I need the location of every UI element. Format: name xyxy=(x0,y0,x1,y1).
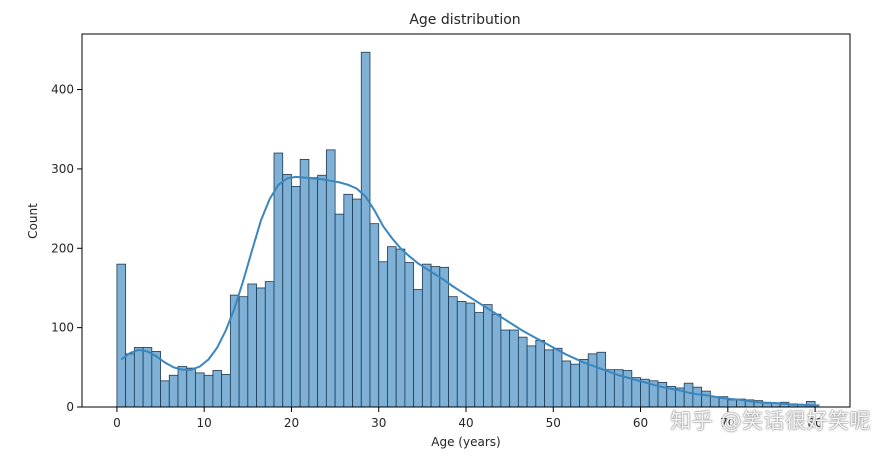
histogram-bar xyxy=(360,51,371,408)
histogram-bar xyxy=(177,366,188,408)
histogram-bar xyxy=(282,174,292,408)
histogram-bar xyxy=(421,263,432,408)
histogram-bar xyxy=(229,294,240,408)
histogram-bar xyxy=(291,185,301,408)
x-tick-label: 10 xyxy=(197,416,212,430)
y-axis-ticks: 0 100 200 300 400 xyxy=(51,83,82,414)
histogram-bar xyxy=(474,312,484,408)
histogram-bar xyxy=(596,351,607,408)
histogram-bar xyxy=(605,369,615,408)
histogram-bar xyxy=(116,263,127,408)
histogram-bar xyxy=(264,281,275,408)
histogram-bar xyxy=(526,345,537,408)
histogram-bar xyxy=(535,339,545,408)
x-axis-label: Age (years) xyxy=(431,435,500,449)
histogram-bar xyxy=(256,287,266,408)
histogram-bar xyxy=(544,349,554,408)
histogram-bar xyxy=(142,347,153,408)
histogram-bar xyxy=(631,377,641,408)
histogram-bars xyxy=(116,51,816,408)
y-tick-label: 200 xyxy=(51,241,74,255)
x-tick-label: 50 xyxy=(546,416,561,430)
histogram-bar xyxy=(334,213,345,408)
histogram-bar xyxy=(587,353,598,408)
histogram-bar xyxy=(317,174,327,408)
histogram-bar xyxy=(299,158,310,408)
histogram-bar xyxy=(430,266,441,408)
histogram-bar xyxy=(387,246,397,408)
histogram-bar xyxy=(509,329,519,408)
histogram-bar xyxy=(195,372,205,408)
histogram-bar xyxy=(448,296,458,408)
y-axis-label: Count xyxy=(26,203,40,239)
x-tick-label: 0 xyxy=(113,416,121,430)
histogram-bar xyxy=(168,374,179,408)
histogram-bar xyxy=(570,363,580,408)
histogram-bar xyxy=(203,374,214,408)
x-tick-label: 70 xyxy=(720,416,735,430)
histogram-bar xyxy=(456,301,467,408)
histogram-bar xyxy=(465,302,476,408)
x-tick-label: 40 xyxy=(458,416,473,430)
histogram-bar xyxy=(552,347,563,408)
histogram-bar xyxy=(247,283,257,408)
histogram-bar xyxy=(238,296,249,408)
x-tick-label: 20 xyxy=(284,416,299,430)
histogram-bar xyxy=(352,198,362,408)
histogram-bar xyxy=(500,329,511,408)
histogram-bar xyxy=(378,261,388,408)
y-tick-label: 300 xyxy=(51,162,74,176)
histogram-bar xyxy=(413,289,423,408)
x-tick-label: 30 xyxy=(371,416,386,430)
histogram-bar xyxy=(395,248,406,408)
histogram-bar xyxy=(404,262,415,408)
histogram-bar xyxy=(212,370,223,408)
histogram-bar xyxy=(483,304,493,408)
histogram-bar xyxy=(491,313,502,408)
histogram-bar xyxy=(579,358,589,408)
histogram-bar xyxy=(369,223,380,408)
y-tick-label: 400 xyxy=(51,83,74,97)
kde-curve xyxy=(120,175,820,407)
watermark-text: 知乎 @笑话很好笑呢 xyxy=(670,409,871,433)
histogram-bar xyxy=(221,374,231,408)
histogram-bar xyxy=(133,347,144,408)
histogram-bar xyxy=(151,351,161,408)
histogram-bar xyxy=(160,380,170,408)
x-axis-ticks: 0 10 20 30 40 50 60 70 80 xyxy=(113,407,823,430)
histogram-bar xyxy=(325,149,336,408)
histogram-bar xyxy=(683,382,694,408)
chart-title: Age distribution xyxy=(409,12,520,28)
histogram-bar xyxy=(308,177,319,408)
x-tick-label: 80 xyxy=(807,416,822,430)
histogram-bar xyxy=(439,266,449,408)
histogram-bar xyxy=(561,360,572,408)
y-tick-label: 0 xyxy=(66,400,74,414)
x-tick-label: 60 xyxy=(633,416,648,430)
histogram-bar xyxy=(186,367,196,408)
histogram-bar xyxy=(343,193,353,408)
y-tick-label: 100 xyxy=(51,321,74,335)
histogram-bar xyxy=(125,353,135,408)
histogram-bar xyxy=(517,336,528,408)
